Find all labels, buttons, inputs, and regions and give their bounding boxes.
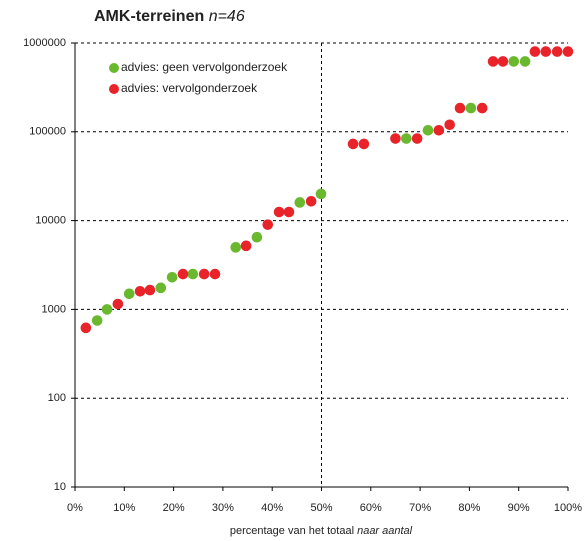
point	[454, 102, 466, 114]
point	[91, 315, 103, 326]
x-label-note: naar aantal	[357, 525, 413, 537]
x-tick-label: 70%	[409, 502, 431, 514]
point	[465, 102, 477, 114]
point	[198, 268, 210, 280]
point	[400, 133, 412, 144]
x-tick-label: 100%	[554, 502, 582, 514]
x-tick-label: 40%	[261, 502, 283, 514]
point	[177, 268, 189, 280]
point	[101, 304, 113, 315]
point	[347, 138, 359, 150]
point	[540, 46, 552, 57]
point	[487, 56, 499, 67]
point	[551, 46, 563, 57]
y-tick-label: 1000000	[23, 37, 66, 49]
chart-title: AMK-terreinen n=46	[94, 8, 245, 25]
point	[422, 124, 434, 136]
point	[508, 56, 520, 67]
y-tick-label: 10	[54, 481, 66, 493]
point	[80, 322, 92, 334]
title-note: n=46	[209, 8, 245, 25]
x-tick-label: 10%	[113, 502, 135, 514]
x-label-main: percentage van het totaal	[230, 525, 354, 537]
point	[562, 46, 574, 57]
point	[476, 102, 488, 114]
x-tick-label: 50%	[310, 502, 332, 514]
point	[444, 119, 455, 131]
point	[315, 188, 327, 200]
point	[251, 231, 263, 243]
y-tick-label: 100	[48, 392, 66, 404]
y-tick-label: 1000	[42, 303, 66, 315]
point	[433, 124, 445, 136]
point	[305, 195, 317, 207]
point	[112, 298, 124, 310]
x-tick-label: 80%	[458, 502, 480, 514]
point	[240, 240, 252, 252]
point	[294, 197, 306, 208]
point	[155, 282, 167, 294]
y-tick-label: 100000	[29, 126, 66, 138]
point	[519, 56, 531, 67]
point	[134, 285, 146, 297]
legend-label: advies: vervolgonderzoek	[121, 81, 258, 95]
point	[390, 133, 401, 144]
point	[358, 138, 370, 150]
point	[411, 133, 423, 144]
x-tick-label: 90%	[508, 502, 530, 514]
title-main: AMK-terreinen	[94, 8, 204, 25]
point	[497, 56, 509, 67]
x-tick-label: 20%	[163, 502, 185, 514]
x-tick-label: 0%	[67, 502, 83, 514]
point	[273, 206, 285, 218]
point	[529, 46, 541, 57]
point	[230, 242, 242, 253]
legend-label: advies: geen vervolgonderzoek	[121, 60, 288, 74]
point	[262, 219, 274, 230]
point	[283, 206, 295, 218]
legend-marker	[109, 63, 119, 73]
x-tick-label: 60%	[360, 502, 382, 514]
point	[187, 268, 199, 280]
x-tick-label: 30%	[212, 502, 234, 514]
point	[144, 284, 156, 296]
x-axis-label: percentage van het totaal naar aantal	[230, 525, 413, 537]
point	[166, 271, 178, 283]
point	[209, 268, 221, 280]
point	[123, 288, 135, 300]
y-tick-label: 10000	[35, 215, 66, 227]
legend-marker	[109, 84, 119, 94]
